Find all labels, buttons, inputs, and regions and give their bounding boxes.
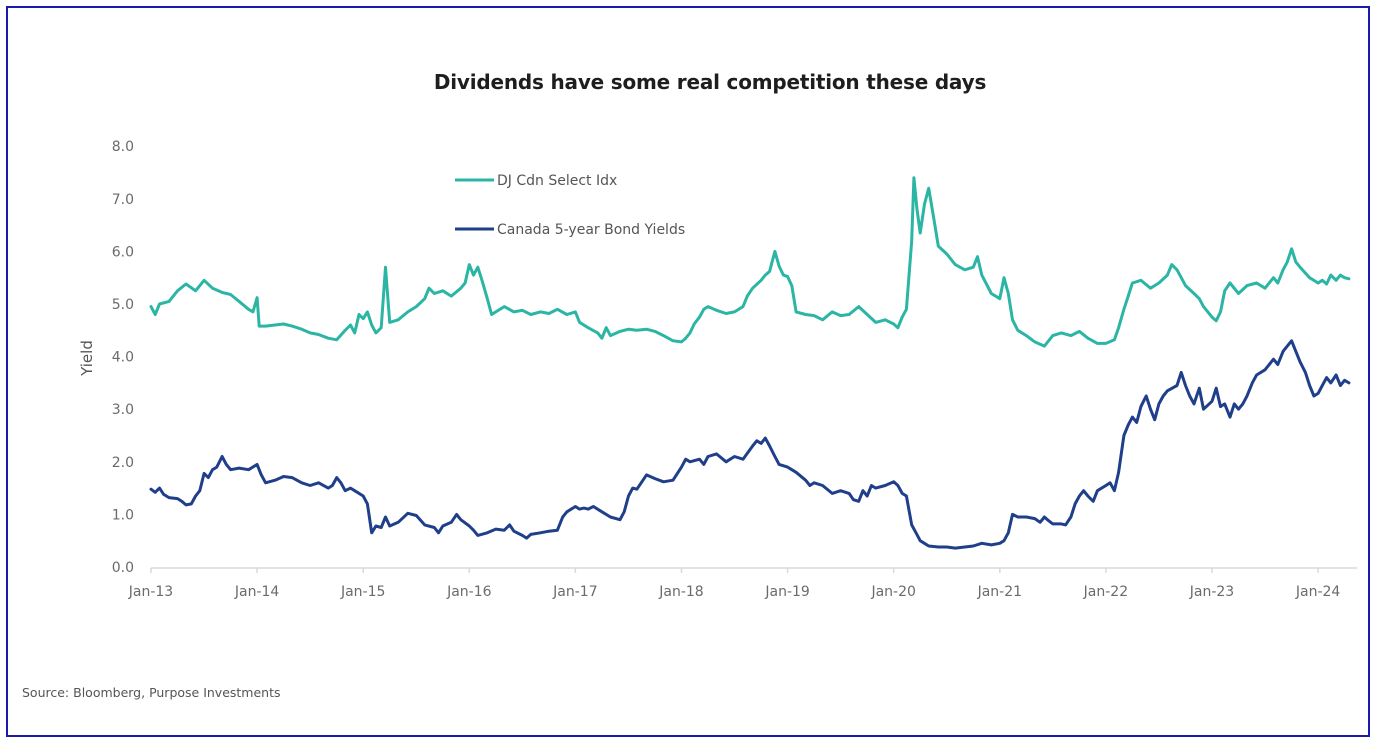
- legend: DJ Cdn Select Idx Canada 5-year Bond Yiel…: [455, 173, 685, 238]
- y-tick-label: 8.0: [112, 139, 134, 155]
- x-tick-label: Jan-16: [446, 584, 492, 600]
- y-tick-label: 0.0: [112, 560, 134, 576]
- source-note: Source: Bloomberg, Purpose Investments: [22, 685, 281, 700]
- y-tick-label: 6.0: [112, 244, 134, 260]
- y-axis-title: Yield: [78, 340, 96, 377]
- chart-title: Dividends have some real competition the…: [433, 70, 987, 94]
- y-axis: 0.0 1.0 2.0 3.0 4.0 5.0 6.0 7.0 8.0: [112, 139, 134, 576]
- x-axis: Jan-13 Jan-14 Jan-15 Jan-16 Jan-17 Jan-18 Jan-…: [128, 567, 1358, 600]
- y-tick-label: 1.0: [112, 507, 134, 523]
- x-tick-label: Jan-15: [340, 584, 385, 600]
- x-tick-label: Jan-21: [977, 584, 1022, 600]
- chart-frame: [6, 6, 1370, 737]
- series-line-dj-cdn-select-idx: [149, 176, 1351, 348]
- x-tick-label: Jan-20: [870, 584, 915, 600]
- series-line-canada-5yr-bond: [149, 339, 1351, 550]
- x-tick-label: Jan-19: [764, 584, 809, 600]
- x-tick-label: Jan-22: [1083, 584, 1128, 600]
- legend-label: DJ Cdn Select Idx: [497, 173, 617, 189]
- y-tick-label: 7.0: [112, 192, 134, 208]
- x-tick-label: Jan-14: [234, 584, 280, 600]
- y-tick-label: 4.0: [112, 350, 134, 366]
- y-tick-label: 2.0: [112, 455, 134, 471]
- x-tick-label: Jan-17: [552, 584, 597, 600]
- legend-label: Canada 5-year Bond Yields: [497, 222, 685, 238]
- x-tick-label: Jan-24: [1295, 584, 1341, 600]
- series-layer: [149, 176, 1351, 550]
- x-tick-label: Jan-13: [128, 584, 173, 600]
- x-tick-label: Jan-18: [658, 584, 703, 600]
- x-tick-label: Jan-23: [1189, 584, 1234, 600]
- y-tick-label: 5.0: [112, 297, 134, 313]
- y-tick-label: 3.0: [112, 402, 134, 418]
